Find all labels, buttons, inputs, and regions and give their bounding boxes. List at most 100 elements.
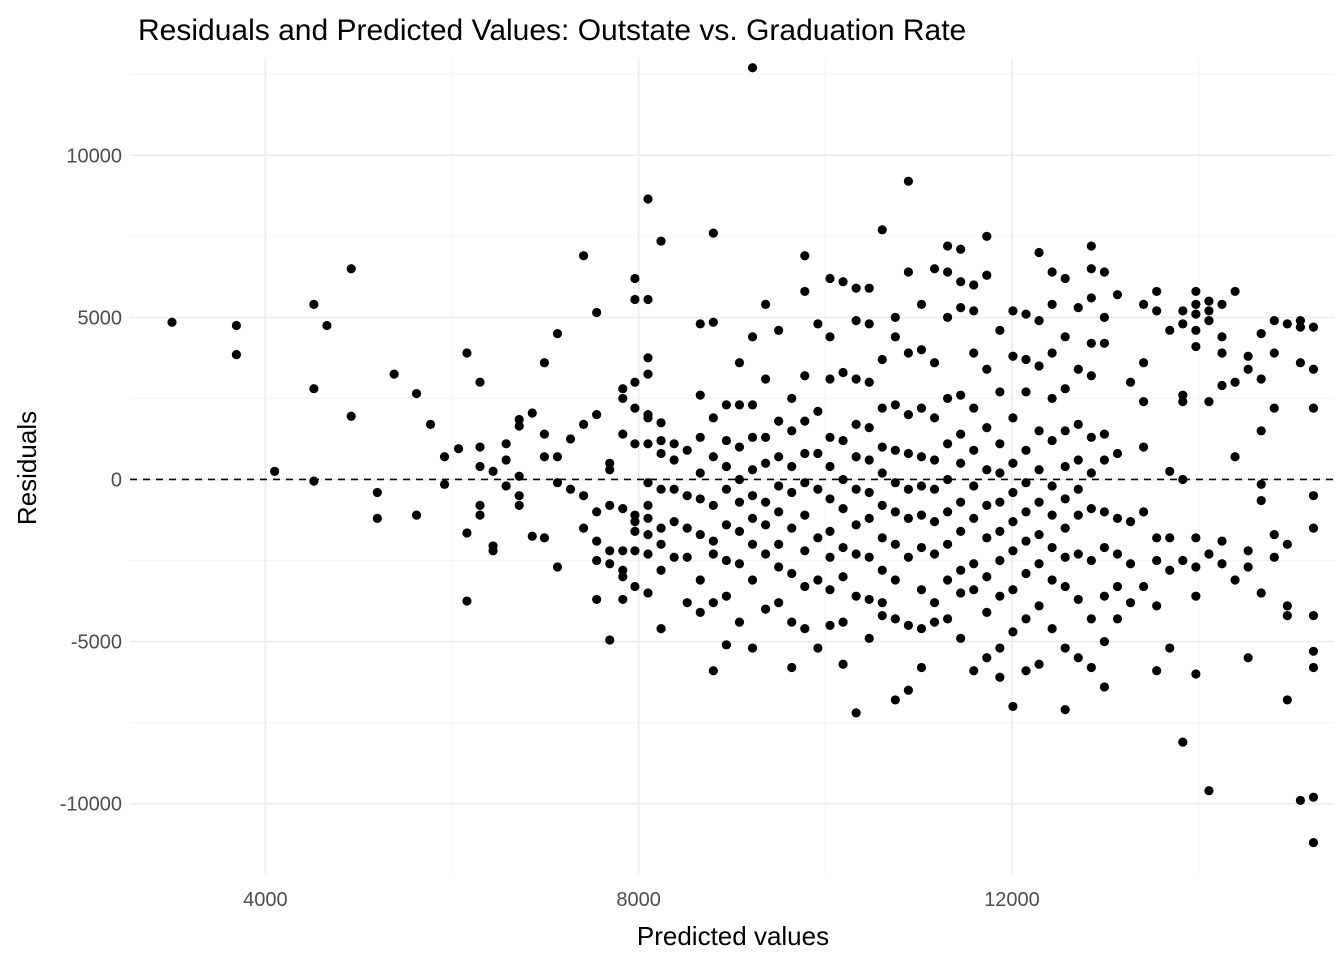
data-point (825, 585, 835, 595)
data-point (747, 491, 758, 501)
data-point (838, 435, 848, 446)
data-point (372, 487, 382, 498)
data-point (851, 316, 861, 326)
data-point (1047, 435, 1057, 446)
data-point (643, 513, 653, 523)
data-point (1060, 384, 1070, 394)
data-point (1308, 523, 1319, 533)
data-point (825, 432, 835, 442)
data-point (439, 479, 450, 489)
data-point (747, 432, 758, 442)
data-point (1191, 669, 1201, 679)
data-point (1008, 546, 1018, 556)
data-point (1099, 542, 1109, 553)
data-point (1047, 267, 1057, 277)
data-point (956, 303, 966, 313)
data-point (618, 384, 628, 394)
data-point (1086, 432, 1096, 442)
data-point (579, 419, 589, 429)
data-point (552, 452, 563, 462)
y-tick-label: -10000 (60, 794, 122, 816)
data-point (643, 194, 653, 204)
data-point (916, 452, 927, 462)
data-point (1269, 316, 1279, 326)
data-point (1217, 332, 1227, 342)
data-point (747, 575, 758, 585)
data-point (1047, 481, 1057, 491)
data-point (1047, 299, 1057, 309)
data-point (943, 312, 953, 322)
data-point (475, 442, 485, 452)
data-point (734, 526, 745, 536)
data-point (1204, 306, 1214, 316)
data-point (618, 572, 628, 582)
data-point (1256, 479, 1266, 489)
data-point (877, 611, 887, 621)
data-point (813, 406, 823, 416)
data-point (825, 552, 835, 562)
data-point (1047, 542, 1057, 553)
data-point (747, 513, 758, 523)
data-point (813, 319, 823, 329)
x-tick-label: 8000 (616, 889, 661, 911)
data-point (890, 478, 900, 488)
data-point (411, 388, 422, 399)
data-point (309, 476, 319, 486)
data-point (838, 367, 848, 378)
data-point (943, 393, 953, 404)
data-point (643, 549, 653, 559)
data-point (787, 662, 797, 673)
y-axis-title: Residuals (12, 411, 42, 525)
data-point (929, 617, 940, 627)
data-point (877, 442, 887, 452)
data-point (721, 520, 732, 530)
data-point (656, 484, 666, 494)
data-point (864, 319, 874, 329)
data-point (825, 461, 835, 472)
data-point (425, 419, 436, 429)
data-point (890, 332, 900, 342)
data-point (1191, 309, 1201, 319)
data-point (995, 591, 1005, 601)
data-point (825, 494, 835, 504)
data-point (1099, 682, 1109, 692)
data-point (592, 536, 602, 546)
data-point (1178, 737, 1188, 747)
data-point (1191, 299, 1201, 309)
data-point (825, 273, 835, 284)
data-point (618, 546, 628, 556)
data-point (864, 594, 874, 605)
data-point (995, 325, 1005, 335)
data-point (734, 497, 745, 507)
data-point (825, 620, 835, 630)
data-point (877, 468, 887, 478)
data-point (1230, 452, 1240, 462)
data-point (982, 422, 992, 433)
data-point (1243, 653, 1253, 663)
data-point (389, 369, 399, 379)
data-point (995, 497, 1005, 507)
data-point (864, 513, 874, 523)
data-point (1243, 562, 1253, 572)
data-point (1021, 309, 1031, 319)
data-point (982, 270, 992, 280)
data-point (1308, 403, 1319, 413)
data-point (787, 568, 797, 579)
data-point (943, 614, 953, 624)
data-point (956, 565, 966, 575)
data-point (851, 283, 861, 293)
data-point (982, 465, 992, 475)
data-point (501, 439, 511, 449)
data-point (969, 403, 979, 413)
data-point (579, 491, 589, 501)
data-point (1243, 351, 1253, 361)
y-tick-label: 10000 (66, 145, 122, 167)
data-point (1086, 338, 1096, 348)
data-point (1112, 513, 1123, 523)
data-point (1295, 322, 1305, 332)
data-point (1152, 306, 1162, 316)
data-point (539, 429, 550, 439)
data-point (656, 236, 666, 246)
data-point (800, 416, 810, 426)
data-point (800, 510, 810, 520)
